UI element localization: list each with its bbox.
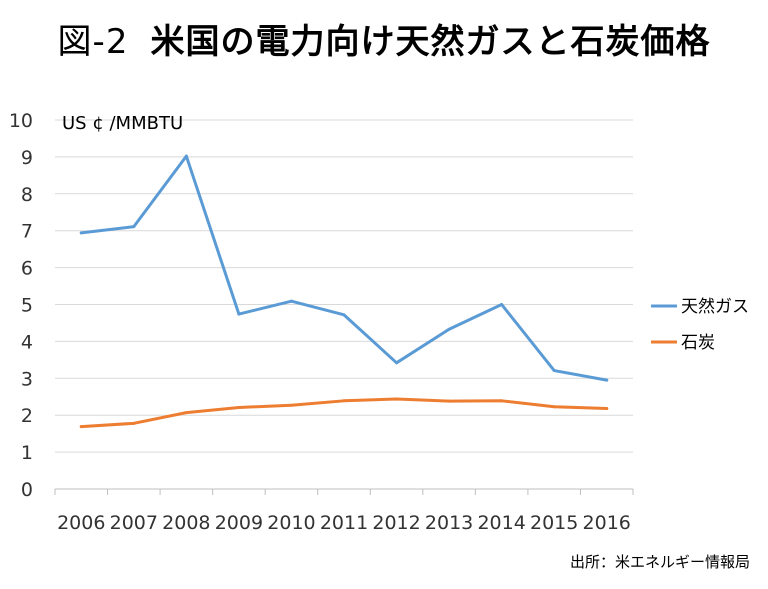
- data-point: [79, 425, 83, 429]
- x-tick-label: 2013: [425, 512, 473, 534]
- data-point: [395, 397, 399, 401]
- y-tick-label: 5: [21, 295, 33, 317]
- data-point: [132, 421, 136, 425]
- legend-label: 石炭: [681, 333, 715, 353]
- data-point: [132, 225, 136, 229]
- y-axis-unit-label: US ¢ /MMBTU: [62, 113, 183, 134]
- x-tick-label: 2012: [372, 512, 420, 534]
- y-axis-ticks: 0 1 2 3 4 5 6 7 8 9 10: [9, 110, 33, 501]
- chart-title-text: 米国の電力向け天然ガスと石炭価格: [150, 22, 711, 62]
- data-point: [395, 361, 399, 365]
- data-point: [447, 327, 451, 331]
- data-point: [184, 154, 188, 158]
- data-point: [184, 411, 188, 415]
- data-point: [500, 399, 504, 403]
- data-point: [605, 407, 609, 411]
- series-line-1: [79, 154, 609, 382]
- data-point: [237, 312, 241, 316]
- figure-number: 図-2: [57, 22, 129, 62]
- y-tick-label: 9: [21, 147, 33, 169]
- x-tick-label: 2010: [267, 512, 315, 534]
- x-tick-label: 2006: [57, 512, 105, 534]
- data-point: [79, 231, 83, 235]
- legend-label: 天然ガス: [681, 297, 749, 317]
- data-point: [289, 299, 293, 303]
- chart-title: 図-2 米国の電力向け天然ガスと石炭価格: [0, 14, 768, 63]
- x-tick-label: 2008: [162, 512, 210, 534]
- y-tick-label: 3: [21, 368, 33, 390]
- x-tick-label: 2011: [320, 512, 368, 534]
- data-point: [289, 403, 293, 407]
- y-tick-label: 7: [21, 221, 33, 243]
- data-point: [552, 369, 556, 373]
- axes: [54, 488, 634, 495]
- data-point: [342, 399, 346, 403]
- y-tick-label: 0: [21, 479, 33, 501]
- gridlines: [55, 119, 633, 453]
- data-point: [552, 405, 556, 409]
- x-tick-label: 2015: [530, 512, 578, 534]
- y-tick-label: 2: [21, 405, 33, 427]
- data-point: [342, 313, 346, 317]
- x-tick-label: 2009: [215, 512, 263, 534]
- series-line-2: [79, 397, 609, 429]
- x-axis-ticks: 2006 2007 2008 2009 2010 2011 2012 2013 2014 2015…: [57, 512, 631, 534]
- x-tick-label: 2007: [110, 512, 158, 534]
- data-point: [605, 378, 609, 382]
- y-tick-label: 4: [21, 331, 33, 353]
- series-lines: [79, 154, 609, 429]
- data-point: [237, 405, 241, 409]
- x-tick-label: 2014: [477, 512, 525, 534]
- y-tick-label: 6: [21, 258, 33, 280]
- y-tick-label: 8: [21, 184, 33, 206]
- data-point: [447, 399, 451, 403]
- source-note: 出所：米エネルギー情報局: [569, 553, 750, 571]
- data-point: [500, 303, 504, 306]
- x-tick-label: 2016: [583, 512, 631, 534]
- y-tick-label: 1: [21, 442, 33, 464]
- y-tick-label: 10: [9, 110, 33, 132]
